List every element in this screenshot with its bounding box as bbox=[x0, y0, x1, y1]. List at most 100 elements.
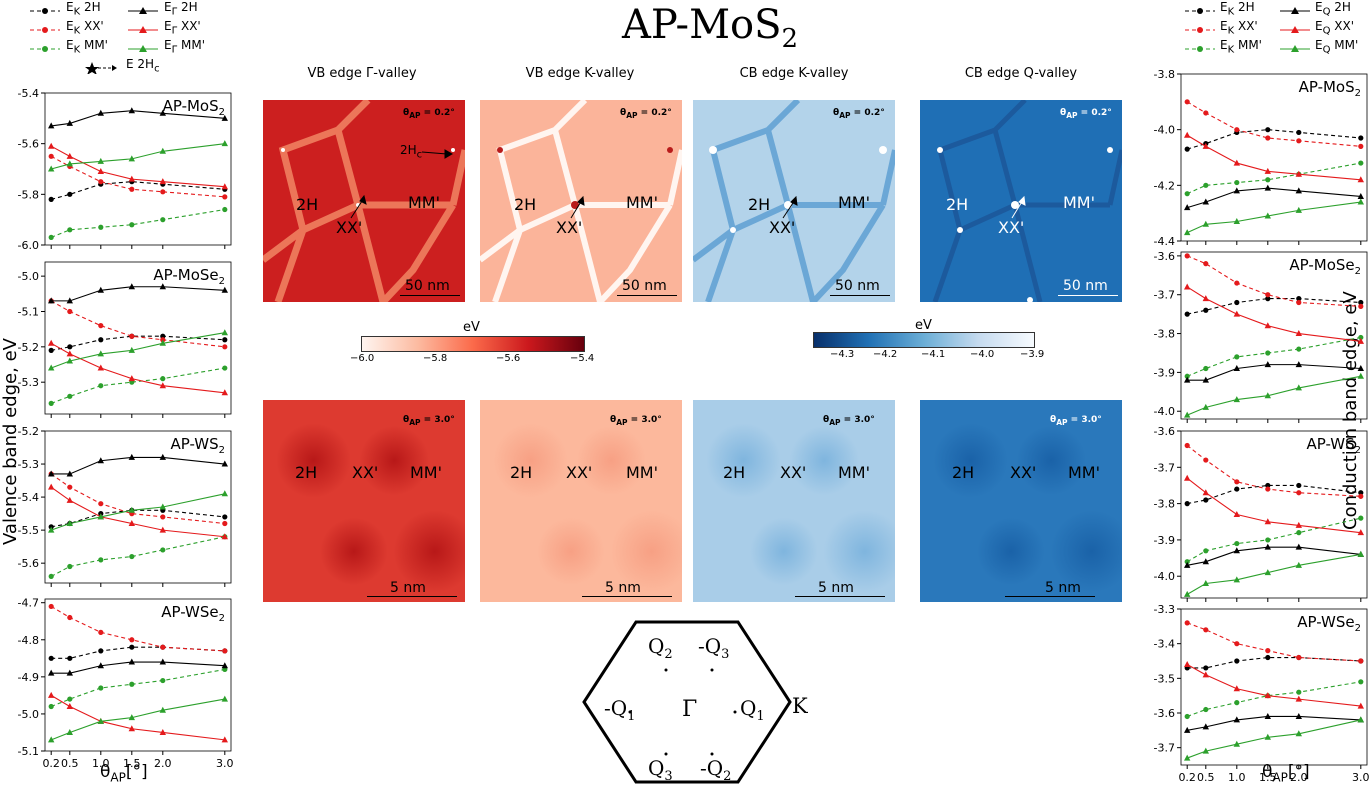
series-point bbox=[48, 364, 55, 371]
y-tick-label: -4.0 bbox=[1154, 570, 1175, 583]
scale-bar-label: 5 nm bbox=[818, 580, 854, 596]
series-point bbox=[66, 297, 73, 304]
series-point bbox=[128, 346, 135, 353]
legend-marker-ek-2h bbox=[30, 8, 60, 14]
legend-marker-eq-mm bbox=[1280, 45, 1310, 52]
y-tick-label: -5.4 bbox=[18, 491, 39, 504]
map-title-cb-k: CB edge K-valley bbox=[739, 66, 849, 81]
x-tick-label: 3.0 bbox=[1352, 771, 1369, 784]
legend-marker-eq-xx bbox=[1280, 26, 1310, 33]
series-point bbox=[1184, 620, 1190, 626]
y-tick-label: -3.6 bbox=[1154, 707, 1175, 720]
colorbar-red-tick: −5.8 bbox=[423, 353, 448, 364]
series-point bbox=[1233, 187, 1240, 194]
series-point bbox=[1357, 372, 1364, 379]
series-line bbox=[50, 145, 225, 188]
y-tick-label: -3.9 bbox=[1154, 534, 1175, 547]
series-point bbox=[67, 484, 73, 490]
y-tick-label: -5.1 bbox=[18, 305, 39, 318]
legend-label-eg-mm: EΓ MM' bbox=[164, 38, 205, 56]
series-point bbox=[1265, 296, 1271, 302]
series-point bbox=[98, 383, 104, 389]
series-point bbox=[1358, 493, 1364, 499]
scale-bar-label: 5 nm bbox=[1045, 580, 1081, 596]
series-point bbox=[98, 557, 104, 563]
series-point bbox=[67, 191, 73, 197]
bz-q1: Q1 bbox=[740, 696, 765, 724]
series-line bbox=[1186, 101, 1361, 147]
legend-label-ek-xx: EK XX' bbox=[66, 19, 104, 37]
y-tick-label: -5.5 bbox=[18, 524, 39, 537]
series-point bbox=[67, 393, 73, 399]
series-point bbox=[160, 217, 166, 223]
series-line bbox=[1186, 336, 1361, 377]
series-point bbox=[97, 168, 104, 175]
y-tick-label: -3.4 bbox=[1154, 638, 1175, 651]
series-point bbox=[67, 344, 73, 350]
series-point bbox=[1203, 497, 1209, 503]
series-point bbox=[1202, 220, 1209, 227]
scale-bar-label: 50 nm bbox=[405, 278, 450, 294]
series-point bbox=[160, 337, 166, 343]
series-line bbox=[1186, 517, 1361, 563]
label-xx: XX' bbox=[780, 463, 807, 482]
series-line bbox=[1186, 553, 1361, 595]
series-point bbox=[1234, 479, 1240, 485]
theta-label: θAP = 3.0° bbox=[403, 415, 455, 427]
series-point bbox=[67, 696, 73, 702]
y-tick-label: -3.5 bbox=[1154, 672, 1175, 685]
series-line bbox=[1186, 445, 1361, 497]
series-point bbox=[221, 533, 228, 540]
series-point bbox=[1265, 486, 1271, 492]
series-line bbox=[51, 646, 225, 659]
series-point bbox=[1357, 550, 1364, 557]
y-tick-label: -5.4 bbox=[18, 87, 39, 100]
series-line bbox=[51, 286, 225, 302]
series-point bbox=[129, 186, 135, 192]
map-vb-k-large bbox=[480, 400, 682, 602]
series-point bbox=[1233, 310, 1240, 317]
y-tick-label: -4.8 bbox=[18, 634, 39, 647]
series-point bbox=[1264, 392, 1271, 399]
y-tick-label: -3.8 bbox=[1154, 68, 1175, 81]
colorbar-blue-tick: −4.1 bbox=[921, 349, 946, 360]
series-line bbox=[50, 694, 225, 741]
series-point bbox=[159, 178, 166, 185]
label-xx: XX' bbox=[556, 218, 583, 237]
series-point bbox=[1203, 457, 1209, 463]
chart-frame bbox=[44, 430, 232, 584]
y-tick-label: -5.8 bbox=[18, 188, 39, 201]
x-tick-label: 1.0 bbox=[1228, 771, 1246, 784]
chart-frame bbox=[1180, 251, 1368, 420]
series-point bbox=[1264, 212, 1271, 219]
map-cb-k-small bbox=[693, 100, 895, 302]
series-point bbox=[1203, 665, 1209, 671]
series-point bbox=[128, 658, 135, 665]
series-point bbox=[1358, 515, 1364, 521]
series-line bbox=[50, 536, 225, 577]
label-xx: XX' bbox=[769, 218, 796, 237]
series-point bbox=[1295, 384, 1302, 391]
series-point bbox=[66, 350, 73, 357]
series-point bbox=[128, 453, 135, 460]
series-point bbox=[1264, 167, 1271, 174]
legend-marker-eg-xx bbox=[128, 26, 158, 33]
chart-0: -5.4 -5.6 -5.8 -6.0 AP-MoS2 bbox=[18, 87, 232, 252]
x-tick-label: 3.0 bbox=[216, 757, 234, 770]
y-tick-label: -5.6 bbox=[18, 138, 39, 151]
series-point bbox=[1203, 706, 1209, 713]
series-point bbox=[1202, 747, 1209, 754]
scale-bar bbox=[367, 596, 457, 597]
chart-title: AP-WSe2 bbox=[161, 603, 225, 624]
theta-label: θAP = 0.2° bbox=[403, 108, 455, 120]
series-point bbox=[128, 283, 135, 290]
legend-marker-ek-2h-r bbox=[1185, 8, 1215, 14]
legend-marker-eq-2h bbox=[1280, 7, 1310, 14]
chart-4: -3.8 -4.0 -4.2 -4.4 AP-MoS2 bbox=[1154, 68, 1368, 248]
series-point bbox=[48, 153, 54, 159]
series-point bbox=[1295, 543, 1302, 550]
series-point bbox=[1265, 648, 1271, 654]
y-tick-label: -6.0 bbox=[18, 239, 39, 252]
